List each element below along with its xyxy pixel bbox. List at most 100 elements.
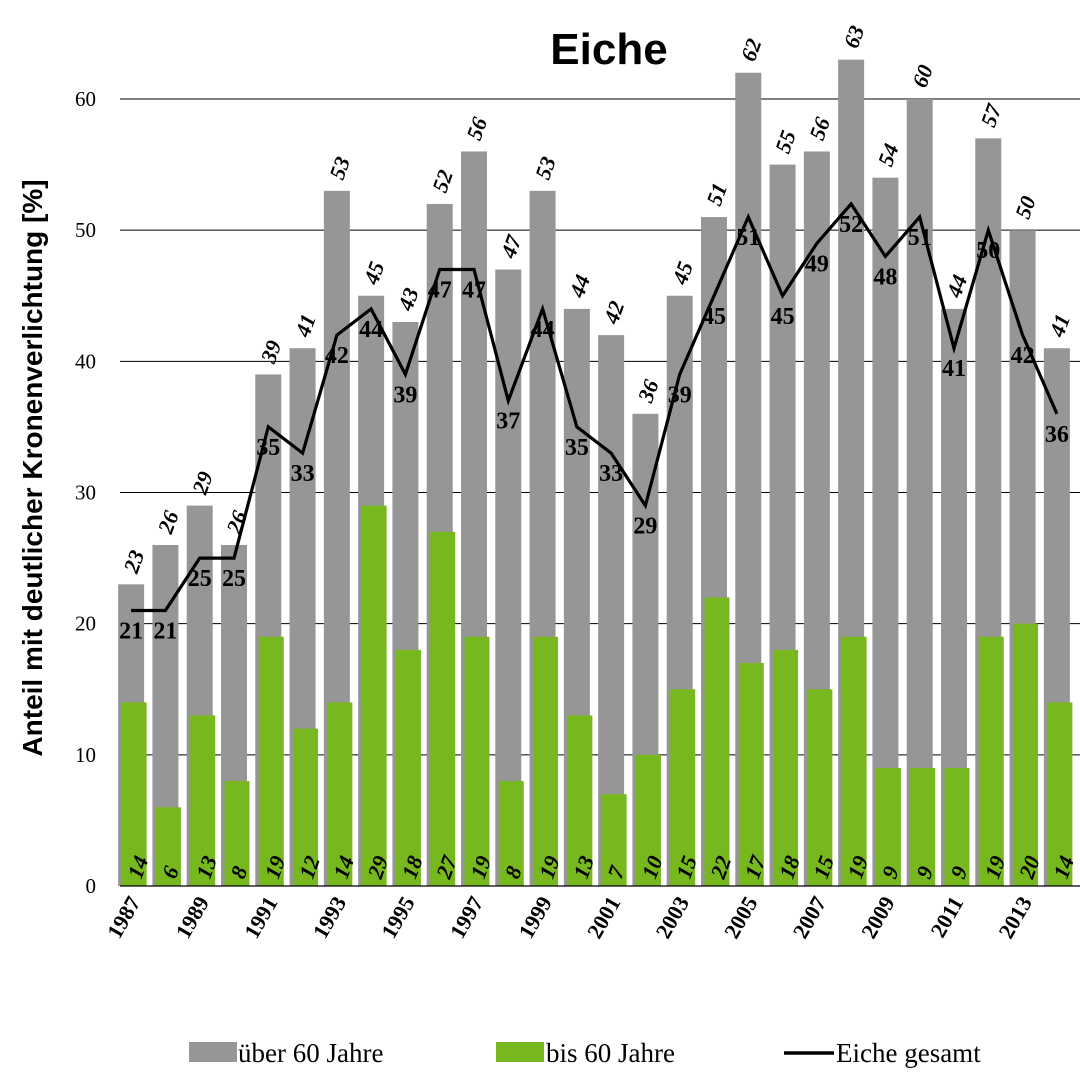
bar-under-60	[430, 531, 456, 886]
label-total: 25	[222, 566, 246, 592]
x-tick-label: 1989	[170, 892, 214, 943]
label-over-60: 63	[838, 22, 869, 51]
label-total: 50	[976, 238, 1000, 264]
label-over-60: 23	[118, 547, 149, 577]
label-total: 41	[942, 356, 966, 382]
label-over-60: 42	[598, 298, 629, 328]
label-total: 35	[565, 435, 589, 461]
label-over-60: 53	[324, 153, 355, 182]
legend-label-over-60: über 60 Jahre	[238, 1038, 383, 1068]
label-over-60: 41	[289, 311, 320, 341]
bar-under-60	[1013, 623, 1039, 886]
line-total	[131, 201, 1059, 613]
bar-under-60	[944, 767, 970, 886]
label-over-60: 45	[667, 258, 698, 288]
series-total-line	[131, 201, 1059, 613]
x-tick-label: 2001	[582, 892, 626, 943]
x-tick-label: 2003	[650, 892, 694, 943]
label-total: 47	[428, 278, 452, 304]
bar-under-60	[773, 649, 799, 886]
y-axis-label: Anteil mit deutlicher Kronenverlichtung …	[17, 179, 48, 756]
label-total: 37	[496, 409, 520, 435]
x-tick-label: 1991	[239, 892, 283, 943]
y-tick-label: 30	[75, 481, 96, 505]
y-tick-label: 40	[75, 349, 96, 373]
label-over-60: 62	[735, 35, 766, 64]
x-tick-label: 2009	[856, 892, 900, 943]
y-tick-label: 0	[86, 874, 97, 898]
legend-swatch-under-60	[496, 1042, 544, 1062]
y-tick-label: 50	[75, 218, 96, 242]
label-total: 21	[153, 619, 177, 645]
label-over-60: 43	[392, 284, 423, 314]
label-over-60: 54	[873, 140, 904, 169]
label-over-60: 55	[770, 127, 801, 156]
label-over-60: 29	[187, 468, 218, 498]
bar-over-60	[906, 99, 933, 886]
series-under-60-bars	[121, 505, 1073, 886]
label-total: 51	[736, 225, 760, 251]
x-tick-label: 2005	[719, 892, 763, 943]
bar-under-60	[327, 702, 353, 886]
bar-under-60	[293, 728, 319, 886]
bar-under-60	[567, 715, 593, 886]
bar-under-60	[395, 649, 421, 886]
x-tick-label: 2011	[925, 892, 968, 942]
bar-under-60	[258, 636, 284, 886]
label-over-60: 26	[152, 507, 183, 537]
x-tick-label: 2007	[788, 892, 832, 943]
label-over-60: 36	[632, 376, 663, 406]
label-total: 36	[1045, 422, 1069, 448]
bar-under-60	[635, 754, 661, 886]
label-over-60: 52	[427, 166, 458, 195]
label-total: 29	[633, 514, 657, 540]
bar-under-60	[601, 794, 627, 886]
bar-under-60	[155, 807, 181, 886]
label-over-60: 53	[530, 153, 561, 182]
bar-under-60	[533, 636, 559, 886]
label-total: 21	[119, 619, 143, 645]
legend-swatch-over-60	[189, 1042, 237, 1062]
label-total: 39	[393, 382, 417, 408]
label-over-60: 41	[1044, 311, 1075, 341]
label-total: 25	[188, 566, 212, 592]
label-total: 48	[873, 264, 897, 290]
bar-under-60	[498, 781, 524, 886]
x-tick-label: 1987	[102, 892, 146, 943]
label-total: 45	[771, 304, 795, 330]
label-total: 33	[291, 461, 315, 487]
label-total: 47	[462, 278, 486, 304]
label-over-60: 45	[358, 258, 389, 288]
label-total: 45	[702, 304, 726, 330]
y-tick-label: 20	[75, 612, 96, 636]
label-total: 33	[599, 461, 623, 487]
label-over-60: 57	[975, 100, 1006, 130]
label-total: 42	[1011, 343, 1035, 369]
legend: über 60 Jahre bis 60 Jahre Eiche gesamt	[189, 1038, 981, 1068]
bar-under-60	[224, 781, 250, 886]
label-over-60: 60	[907, 61, 938, 90]
label-total: 49	[805, 251, 829, 277]
legend-label-under-60: bis 60 Jahre	[546, 1038, 675, 1068]
legend-label-total: Eiche gesamt	[836, 1038, 981, 1068]
bar-under-60	[738, 663, 764, 886]
bar-under-60	[1047, 702, 1073, 886]
label-total: 42	[325, 343, 349, 369]
bar-under-60	[704, 597, 730, 886]
x-tick-label: 1997	[445, 892, 489, 943]
bar-under-60	[464, 636, 490, 886]
bar-under-60	[361, 505, 387, 886]
label-total: 52	[839, 212, 863, 238]
bar-under-60	[121, 702, 147, 886]
label-over-60: 47	[495, 231, 527, 262]
bar-under-60	[978, 636, 1004, 886]
label-total: 51	[908, 225, 932, 251]
label-over-60: 50	[1010, 193, 1041, 222]
bar-under-60	[807, 689, 833, 886]
label-total: 39	[668, 382, 692, 408]
x-tick-label: 1999	[513, 892, 557, 943]
y-tick-label: 10	[75, 743, 96, 767]
label-over-60: 44	[564, 271, 595, 301]
x-tick-label: 2013	[993, 892, 1037, 943]
